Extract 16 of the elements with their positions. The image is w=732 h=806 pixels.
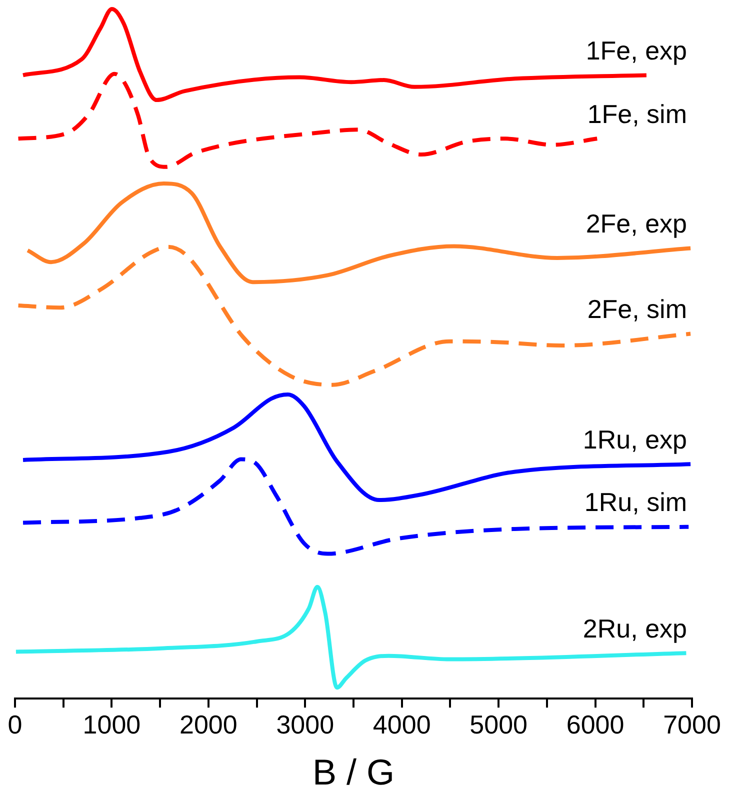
series-label: 1Fe, sim [587,98,687,129]
series-label: 1Ru, sim [584,487,687,518]
x-tick-label: 2000 [180,709,238,740]
series-label: 1Fe, exp [586,35,687,66]
x-tick-label: 3000 [276,709,334,740]
x-axis-title: B / G [312,751,395,792]
x-tick-label: 1000 [82,709,141,740]
x-tick-label: 7000 [663,709,721,740]
x-tick-label: 6000 [566,709,624,740]
series-label: 1Ru, exp [582,424,687,454]
x-tick-label: 0 [8,709,22,740]
series-label: 2Fe, sim [587,294,687,324]
x-tick-label: 5000 [470,709,528,740]
series-label: 2Ru, exp [582,613,687,644]
series-label: 2Fe, exp [586,208,687,238]
x-tick-label: 4000 [372,709,431,740]
